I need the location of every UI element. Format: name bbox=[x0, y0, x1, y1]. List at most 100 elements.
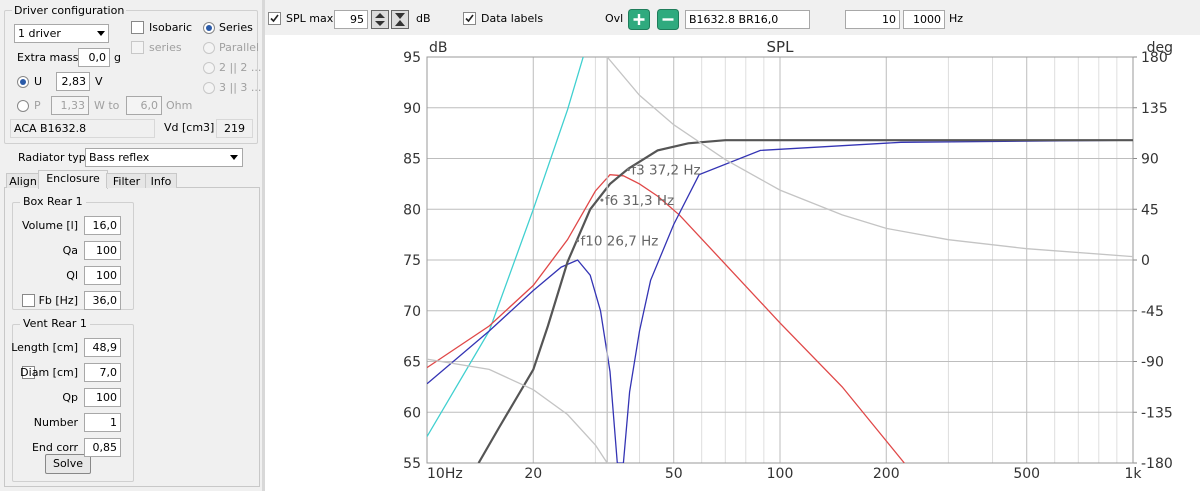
y2-tick-label: 0 bbox=[1141, 253, 1150, 269]
radio-disabled bbox=[203, 82, 215, 94]
y2-tick-label: 90 bbox=[1141, 152, 1159, 168]
checkbox-label: series bbox=[149, 41, 182, 54]
series-line bbox=[427, 57, 1133, 463]
x-tick-label: 100 bbox=[767, 466, 794, 482]
y-axis-label: dB bbox=[429, 40, 448, 56]
input[interactable]: 36,0 bbox=[84, 291, 121, 310]
input[interactable]: 7,0 bbox=[84, 363, 121, 382]
annotation: f10 26,7 Hz bbox=[581, 234, 659, 250]
vd-value: 219 bbox=[216, 119, 253, 138]
tab-active[interactable]: Enclosure bbox=[38, 170, 108, 189]
x-tick-label: 200 bbox=[873, 466, 900, 482]
tab[interactable]: Filter bbox=[106, 173, 147, 188]
y-tick-label: 55 bbox=[403, 456, 421, 472]
field-label: Diam [cm] bbox=[20, 366, 78, 379]
y2-tick-label: 180 bbox=[1141, 50, 1168, 66]
radio-label: U bbox=[34, 75, 43, 88]
group-title: Vent Rear 1 bbox=[20, 317, 90, 331]
series-line bbox=[427, 57, 584, 437]
input[interactable]: 16,0 bbox=[84, 216, 121, 235]
radio[interactable] bbox=[17, 100, 29, 112]
annotation-point bbox=[626, 168, 630, 172]
spin-buttons[interactable] bbox=[371, 10, 409, 29]
checkbox-checked[interactable] bbox=[463, 12, 476, 25]
y2-tick-label: -135 bbox=[1141, 405, 1173, 421]
radio-label: Parallel bbox=[219, 41, 260, 54]
radiator-select[interactable]: Bass reflex bbox=[85, 148, 243, 167]
y-tick-label: 80 bbox=[403, 202, 421, 218]
checkbox-disabled bbox=[131, 41, 144, 54]
field-label: End corr bbox=[31, 441, 78, 454]
select-value: Bass reflex bbox=[89, 151, 150, 164]
field-label: Radiator type bbox=[18, 151, 93, 164]
input[interactable]: 48,9 bbox=[84, 338, 121, 357]
unit: g bbox=[114, 51, 121, 64]
field-label: Ql bbox=[66, 269, 78, 282]
checkbox-label: SPL max bbox=[286, 12, 334, 25]
label: W to bbox=[94, 99, 120, 112]
checkbox[interactable] bbox=[22, 366, 35, 379]
driver-name: ACA B1632.8 bbox=[10, 119, 155, 138]
x-tick-label: 500 bbox=[1013, 466, 1040, 482]
field-label: Volume [l] bbox=[21, 219, 78, 232]
radio-label: 2 || 2 ... bbox=[219, 61, 262, 74]
spl-chart: 55 60 65 70 75 80 85 90 95 -180 -135 -90 -45 0 45 90 135… bbox=[265, 35, 1200, 491]
radio-checked[interactable] bbox=[203, 22, 215, 34]
radio-label: 3 || 3 ... bbox=[219, 81, 262, 94]
field-label: Fb [Hz] bbox=[38, 294, 78, 307]
field-label: Length [cm] bbox=[11, 341, 78, 354]
input[interactable]: 1000 bbox=[903, 10, 945, 29]
y2-tick-label: 135 bbox=[1141, 101, 1168, 117]
project-input[interactable]: B1632.8 BR16,0 bbox=[685, 10, 810, 29]
x-tick-label: 1k bbox=[1124, 466, 1142, 482]
plot-frame bbox=[426, 56, 1134, 464]
radio-checked[interactable] bbox=[17, 76, 29, 88]
input[interactable]: 0,85 bbox=[84, 438, 121, 457]
annotation-point bbox=[600, 198, 604, 202]
chart-title: SPL bbox=[767, 38, 795, 56]
checkbox-label: Data labels bbox=[481, 12, 544, 25]
tab-panel bbox=[4, 187, 260, 487]
annotation: f6 31,3 Hz bbox=[605, 193, 674, 209]
unit: V bbox=[95, 75, 103, 88]
y-tick-label: 65 bbox=[403, 355, 421, 371]
input[interactable]: 100 bbox=[84, 388, 121, 407]
unit: dB bbox=[416, 12, 431, 25]
checkbox-checked[interactable] bbox=[268, 12, 281, 25]
radio-disabled bbox=[203, 62, 215, 74]
field-label: Extra mass bbox=[17, 51, 79, 64]
input[interactable]: 1 bbox=[84, 413, 121, 432]
radio-label: P bbox=[34, 99, 41, 112]
y2-axis-label: deg bbox=[1147, 40, 1173, 56]
group-title: Driver configuration bbox=[12, 4, 127, 18]
input-disabled: 1,33 bbox=[51, 96, 89, 115]
input[interactable]: 100 bbox=[84, 266, 121, 285]
checkbox[interactable] bbox=[131, 21, 144, 34]
series-line bbox=[477, 139, 1133, 463]
input[interactable]: 0,0 bbox=[78, 48, 110, 67]
input[interactable]: 2,83 bbox=[56, 72, 90, 91]
driver-count-select[interactable]: 1 driver bbox=[14, 24, 109, 43]
driver-group bbox=[4, 10, 258, 144]
input[interactable]: 10 bbox=[845, 10, 900, 29]
annotation: f3 37,2 Hz bbox=[631, 163, 700, 179]
solve-button[interactable]: Solve bbox=[45, 454, 91, 474]
y-tick-label: 60 bbox=[403, 405, 421, 421]
x-tick-label: 50 bbox=[665, 466, 683, 482]
unit: Ohm bbox=[166, 99, 193, 112]
tab[interactable]: Align bbox=[6, 173, 40, 188]
input[interactable]: 95 bbox=[334, 10, 368, 29]
overlay-buttons[interactable] bbox=[628, 9, 680, 30]
radio-label: Series bbox=[219, 21, 253, 34]
y-tick-label: 70 bbox=[403, 304, 421, 320]
checkbox[interactable] bbox=[22, 294, 35, 307]
label: Ovl bbox=[605, 12, 624, 25]
series-line bbox=[427, 174, 905, 463]
unit: Hz bbox=[949, 12, 964, 25]
input[interactable]: 100 bbox=[84, 241, 121, 260]
tab[interactable]: Info bbox=[145, 173, 177, 188]
checkbox-label: Isobaric bbox=[149, 21, 193, 34]
field-label: Qp bbox=[62, 391, 78, 404]
splitter bbox=[262, 0, 265, 491]
y-tick-label: 85 bbox=[403, 152, 421, 168]
